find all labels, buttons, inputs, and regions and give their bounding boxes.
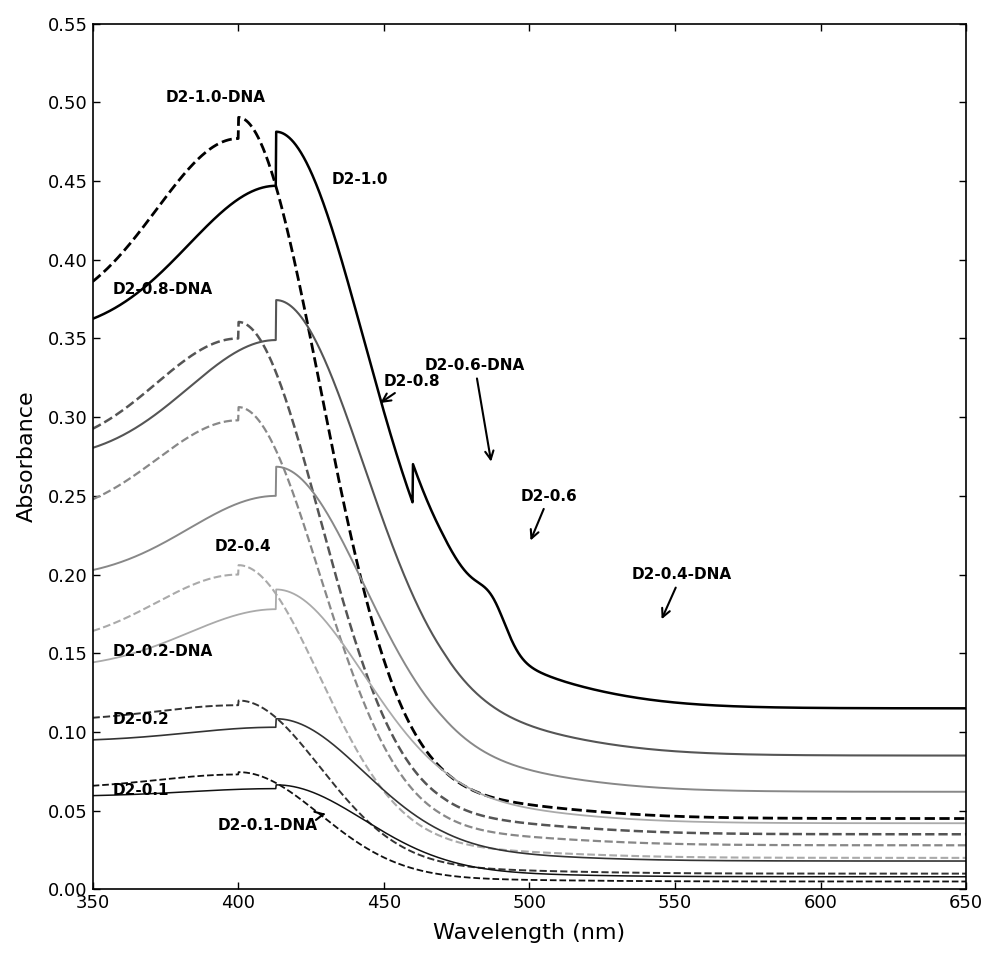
Text: D2-0.8: D2-0.8 — [382, 373, 440, 401]
Y-axis label: Absorbance: Absorbance — [17, 391, 37, 522]
Text: D2-0.6: D2-0.6 — [521, 489, 577, 539]
Text: D2-0.2-DNA: D2-0.2-DNA — [113, 644, 213, 660]
Text: D2-0.6-DNA: D2-0.6-DNA — [425, 358, 525, 459]
Text: D2-0.8-DNA: D2-0.8-DNA — [113, 282, 213, 298]
Text: D2-1.0: D2-1.0 — [331, 172, 388, 187]
Text: D2-0.4: D2-0.4 — [215, 539, 272, 554]
X-axis label: Wavelength (nm): Wavelength (nm) — [433, 924, 626, 944]
Text: D2-0.4-DNA: D2-0.4-DNA — [631, 567, 732, 617]
Text: D2-0.1-DNA: D2-0.1-DNA — [218, 812, 324, 832]
Text: D2-1.0-DNA: D2-1.0-DNA — [165, 90, 265, 106]
Text: D2-0.1: D2-0.1 — [113, 783, 170, 798]
Text: D2-0.2: D2-0.2 — [113, 712, 170, 727]
